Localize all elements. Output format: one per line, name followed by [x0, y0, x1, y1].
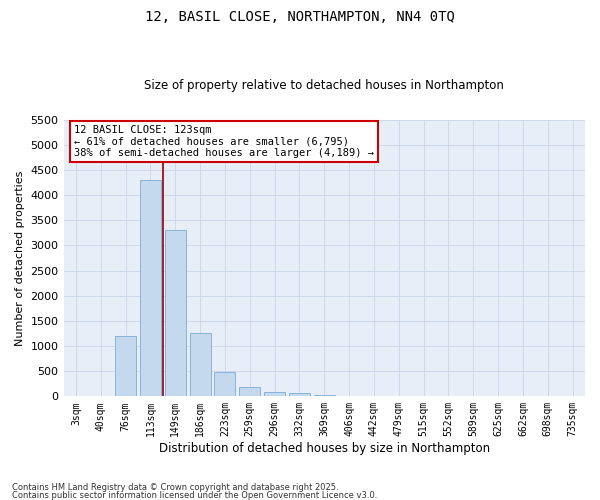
Bar: [214, 372, 235, 396]
Text: 12, BASIL CLOSE, NORTHAMPTON, NN4 0TQ: 12, BASIL CLOSE, NORTHAMPTON, NN4 0TQ: [145, 10, 455, 24]
Bar: [239, 387, 260, 396]
Bar: [140, 180, 161, 396]
Bar: [115, 336, 136, 396]
Bar: [165, 230, 186, 396]
X-axis label: Distribution of detached houses by size in Northampton: Distribution of detached houses by size …: [159, 442, 490, 455]
Y-axis label: Number of detached properties: Number of detached properties: [15, 170, 25, 346]
Bar: [190, 334, 211, 396]
Bar: [264, 392, 285, 396]
Text: Contains HM Land Registry data © Crown copyright and database right 2025.: Contains HM Land Registry data © Crown c…: [12, 484, 338, 492]
Text: Contains public sector information licensed under the Open Government Licence v3: Contains public sector information licen…: [12, 490, 377, 500]
Text: 12 BASIL CLOSE: 123sqm
← 61% of detached houses are smaller (6,795)
38% of semi-: 12 BASIL CLOSE: 123sqm ← 61% of detached…: [74, 125, 374, 158]
Title: Size of property relative to detached houses in Northampton: Size of property relative to detached ho…: [145, 79, 504, 92]
Bar: [289, 393, 310, 396]
Bar: [314, 395, 335, 396]
